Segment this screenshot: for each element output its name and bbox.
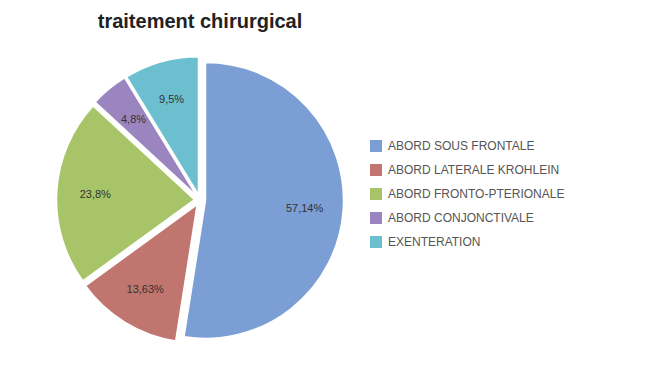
data-label: 57,14%: [286, 202, 324, 214]
pie: 57,14% 13,63% 23,8% 4,8% 9,5%: [56, 57, 343, 341]
slice: [184, 62, 343, 338]
slice: [127, 57, 199, 195]
data-label: 9,5%: [159, 93, 184, 105]
slice-group: 57,14%: [184, 62, 343, 338]
legend-label: ABORD LATERALE KROHLEIN: [388, 163, 559, 177]
legend-label: ABORD CONJONCTIVALE: [388, 211, 534, 225]
title: traitement chirurgical: [98, 10, 303, 32]
slice-group: 9,5%: [127, 57, 199, 195]
legend-item: ABORD FRONTO-PTERIONALE: [370, 187, 564, 201]
legend-label: ABORD FRONTO-PTERIONALE: [388, 187, 564, 201]
legend-swatch: [370, 140, 382, 152]
legend-item: ABORD LATERALE KROHLEIN: [370, 163, 559, 177]
legend-swatch: [370, 164, 382, 176]
legend-label: EXENTERATION: [388, 235, 480, 249]
data-label: 4,8%: [121, 113, 146, 125]
legend-item: ABORD CONJONCTIVALE: [370, 211, 534, 225]
legend: ABORD SOUS FRONTALE ABORD LATERALE KROHLE…: [370, 139, 564, 249]
legend-swatch: [370, 236, 382, 248]
data-label: 23,8%: [80, 188, 111, 200]
legend-swatch: [370, 188, 382, 200]
legend-item: EXENTERATION: [370, 235, 480, 249]
data-label: 13,63%: [127, 283, 165, 295]
legend-label: ABORD SOUS FRONTALE: [388, 139, 534, 153]
legend-swatch: [370, 212, 382, 224]
chart: traitement chirurgical 57,14% 13,63% 23,8% 4…: [0, 0, 645, 371]
legend-item: ABORD SOUS FRONTALE: [370, 139, 534, 153]
